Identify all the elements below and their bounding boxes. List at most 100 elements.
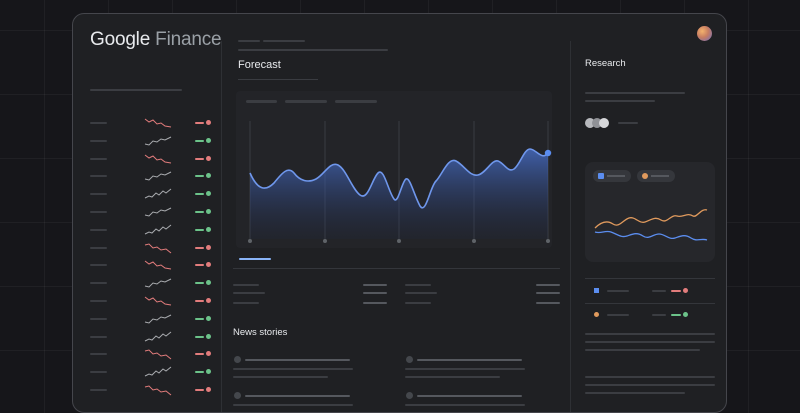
research-item-square-icon (594, 288, 599, 293)
watchlist-symbol-placeholder (90, 282, 107, 285)
stat-label (233, 284, 259, 286)
sparkline-path (144, 349, 172, 360)
sparkline-path (144, 296, 172, 306)
watchlist-symbol-placeholder (90, 371, 107, 374)
watchlist-row[interactable] (73, 153, 221, 165)
stat-value (363, 302, 387, 304)
news-source-icon (234, 356, 241, 363)
watchlist-sparkline (144, 366, 172, 377)
watchlist-change-placeholder (195, 157, 204, 160)
watchlist-row[interactable] (73, 224, 221, 236)
status-dot-icon (206, 155, 211, 161)
watchlist-sparkline (144, 154, 172, 164)
watchlist-sparkline (144, 207, 172, 217)
watchlist-row[interactable] (73, 348, 221, 360)
source-avatar-icon (592, 118, 602, 128)
chart-filter-chip[interactable] (285, 100, 327, 103)
tab-strip-line (233, 268, 560, 269)
main-header-placeholder (238, 40, 260, 42)
google-finance-logo[interactable]: Google Finance (90, 29, 222, 51)
status-dot-red-icon (683, 288, 688, 293)
watchlist-symbol-placeholder (90, 335, 107, 338)
watchlist-sparkline (144, 278, 172, 288)
legend-chip-orange[interactable] (637, 170, 675, 182)
legend-chip-blue[interactable] (593, 170, 631, 182)
watchlist-row[interactable] (73, 242, 221, 254)
watchlist-row[interactable] (73, 117, 221, 129)
forecast-chart-panel (236, 91, 552, 248)
sparkline-path (144, 331, 172, 342)
watchlist-sparkline (144, 136, 172, 146)
watchlist-row[interactable] (73, 295, 221, 307)
watchlist-change-placeholder (195, 193, 204, 196)
stat-value (536, 302, 560, 304)
legend-square-icon (598, 173, 604, 179)
chart-axis-tick (472, 239, 476, 243)
status-dot-icon (206, 369, 211, 375)
watchlist-sparkline (144, 331, 172, 342)
news-snippet-placeholder (233, 376, 328, 378)
research-item-label (607, 314, 629, 316)
news-headline-placeholder[interactable] (417, 395, 522, 397)
chart-filter-chip[interactable] (246, 100, 277, 103)
status-dot-green-icon (683, 312, 688, 317)
left-column-divider (221, 41, 222, 412)
legend-label-placeholder (607, 175, 625, 177)
watchlist-row[interactable] (73, 366, 221, 378)
news-headline-placeholder[interactable] (245, 395, 350, 397)
chart-filter-chip[interactable] (335, 100, 377, 103)
chart-axis-tick (248, 239, 252, 243)
watchlist-change-placeholder (195, 371, 204, 374)
research-divider (585, 303, 715, 304)
status-dot-icon (206, 137, 211, 143)
research-item-value (652, 314, 666, 316)
watchlist-row[interactable] (73, 188, 221, 200)
source-avatar-icon (585, 118, 595, 128)
research-text-placeholder (585, 376, 715, 378)
user-avatar-icon[interactable] (697, 26, 712, 41)
watchlist-sparkline (144, 260, 172, 270)
watchlist-symbol-placeholder (90, 300, 107, 302)
news-source-icon (406, 392, 413, 399)
watchlist-row[interactable] (73, 277, 221, 289)
main-subheader-placeholder (238, 49, 388, 51)
legend-label-placeholder (651, 175, 669, 177)
research-item-label (607, 290, 629, 292)
active-tab-indicator[interactable] (239, 258, 271, 260)
status-dot-icon (206, 351, 211, 357)
watchlist-row[interactable] (73, 313, 221, 325)
stat-label (405, 284, 431, 286)
watchlist-change-placeholder (195, 264, 204, 267)
news-snippet-placeholder (233, 404, 353, 406)
sparkline-path (144, 188, 172, 199)
news-headline-placeholder[interactable] (417, 359, 522, 361)
forecast-line-chart[interactable] (236, 91, 552, 248)
status-dot-icon (206, 226, 211, 232)
watchlist-row[interactable] (73, 206, 221, 218)
watchlist-row[interactable] (73, 331, 221, 343)
stat-value (363, 292, 387, 294)
watchlist-sparkline (144, 314, 172, 324)
watchlist-symbol-placeholder (90, 122, 107, 124)
watchlist-header-placeholder (90, 89, 182, 91)
watchlist-row[interactable] (73, 135, 221, 147)
status-dot-icon (206, 262, 211, 268)
watchlist-change-placeholder (195, 300, 204, 302)
watchlist-symbol-placeholder (90, 228, 107, 231)
research-comparison-card[interactable] (585, 162, 715, 262)
chart-axis-tick (323, 239, 327, 243)
watchlist-row[interactable] (73, 259, 221, 271)
sparkline-path (144, 278, 172, 288)
watchlist-symbol-placeholder (90, 175, 107, 178)
watchlist-sparkline (144, 349, 172, 360)
watchlist-change-placeholder (195, 211, 204, 213)
watchlist-sparkline (144, 224, 172, 235)
watchlist-row[interactable] (73, 384, 221, 396)
status-dot-icon (206, 298, 211, 303)
sparkline-path (144, 207, 172, 217)
news-headline-placeholder[interactable] (245, 359, 350, 361)
sparkline-path (144, 136, 172, 146)
news-snippet-placeholder (405, 368, 525, 370)
forecast-current-point[interactable] (544, 149, 552, 157)
watchlist-row[interactable] (73, 170, 221, 182)
